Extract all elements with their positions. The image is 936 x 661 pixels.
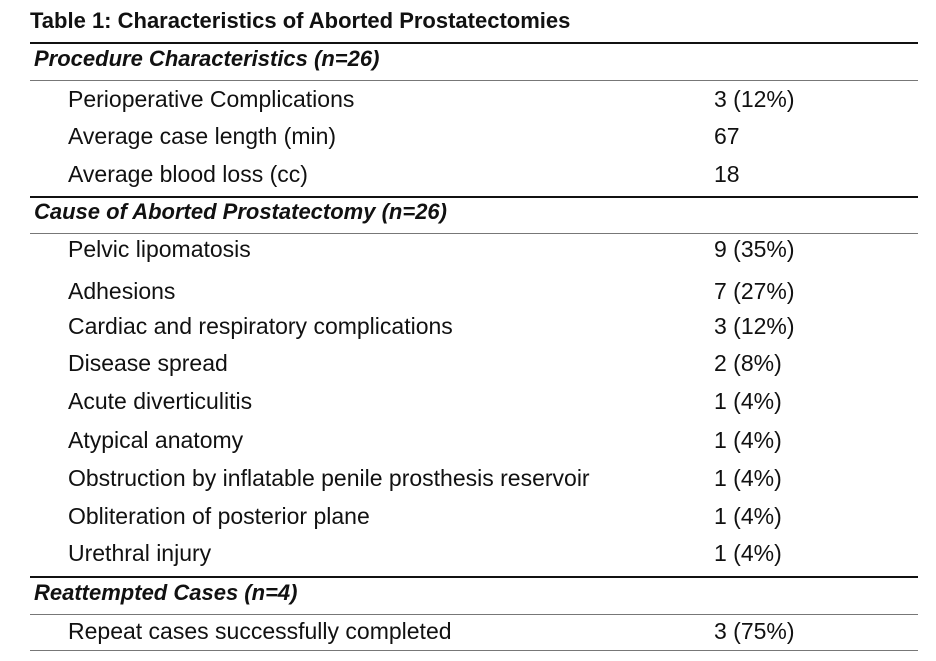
bottom-rule — [30, 650, 918, 651]
row-label: Repeat cases successfully completed — [68, 618, 452, 644]
section-heading: Procedure Characteristics (n=26) — [34, 46, 380, 71]
row-label: Pelvic lipomatosis — [68, 236, 251, 262]
row-value: 2 (8%) — [714, 350, 782, 376]
row-label: Perioperative Complications — [68, 86, 355, 112]
row-value: 1 (4%) — [714, 465, 782, 491]
row-label: Average blood loss (cc) — [68, 161, 308, 187]
row-value: 18 — [714, 161, 740, 187]
table-title: Table 1: Characteristics of Aborted Pros… — [30, 8, 571, 33]
section-heading: Cause of Aborted Prostatectomy (n=26) — [34, 199, 447, 224]
header-rule — [30, 614, 918, 615]
row-value: 1 (4%) — [714, 503, 782, 529]
header-rule — [30, 80, 918, 81]
section-rule — [30, 576, 918, 578]
row-label: Acute diverticulitis — [68, 388, 253, 414]
row-value: 1 (4%) — [714, 540, 782, 566]
row-label: Cardiac and respiratory complications — [68, 313, 453, 339]
row-label: Obstruction by inflatable penile prosthe… — [68, 465, 590, 491]
header-rule — [30, 233, 918, 234]
section-rule — [30, 196, 918, 198]
section-rule — [30, 42, 918, 44]
row-value: 1 (4%) — [714, 388, 782, 414]
row-label: Disease spread — [68, 350, 228, 376]
row-label: Atypical anatomy — [68, 427, 244, 453]
row-value: 9 (35%) — [714, 236, 795, 262]
row-label: Average case length (min) — [68, 123, 337, 149]
row-label: Urethral injury — [68, 540, 212, 566]
row-value: 3 (12%) — [714, 86, 795, 112]
row-value: 3 (75%) — [714, 618, 795, 644]
row-label: Obliteration of posterior plane — [68, 503, 370, 529]
section-heading: Reattempted Cases (n=4) — [34, 580, 298, 605]
row-label: Adhesions — [68, 278, 176, 304]
row-value: 67 — [714, 123, 740, 149]
row-value: 3 (12%) — [714, 313, 795, 339]
row-value: 7 (27%) — [714, 278, 795, 304]
row-value: 1 (4%) — [714, 427, 782, 453]
